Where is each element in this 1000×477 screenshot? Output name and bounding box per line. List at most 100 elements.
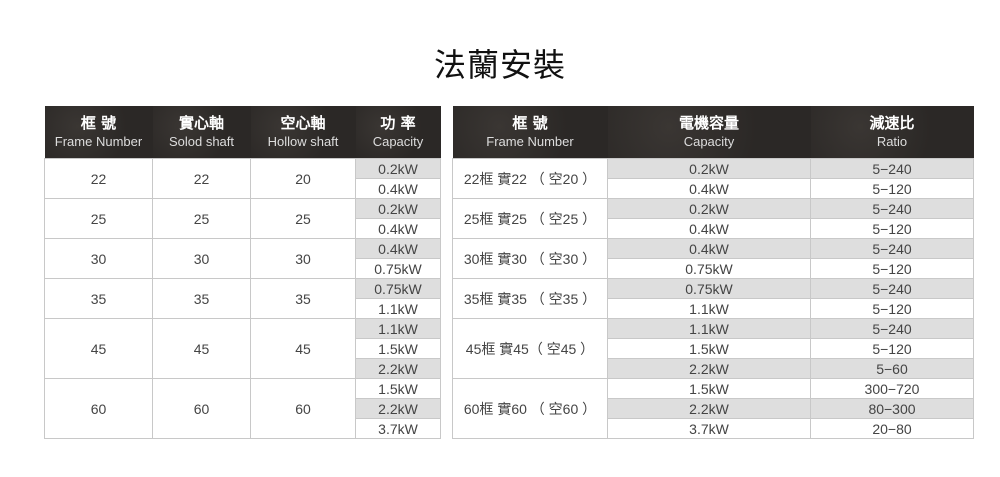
- cell-frame: 35: [44, 278, 153, 319]
- cell-ratio: 5−120: [810, 178, 974, 199]
- cell-capacity: 2.2kW: [355, 358, 441, 379]
- column-header-en: Ratio: [876, 134, 908, 149]
- cell-capacity: 2.2kW: [607, 398, 811, 419]
- column-header: 減速比 Ratio: [810, 106, 974, 159]
- cell-ratio: 5−240: [810, 158, 974, 179]
- cell-capacity: 0.4kW: [355, 178, 441, 199]
- column-header: 框 號 Frame Number: [44, 106, 153, 159]
- table-row: 2.2kW 80−300: [453, 398, 974, 419]
- cell-ratio: 20−80: [810, 418, 974, 439]
- cell-capacity: 1.5kW: [607, 378, 811, 399]
- column-header-zh: 空心軸: [280, 114, 326, 132]
- cell-ratio: 5−120: [810, 218, 974, 239]
- table-row: 35 35 35 0.75kW: [44, 278, 441, 319]
- cell-ratio: 5−120: [810, 258, 974, 279]
- page-title: 法蘭安裝: [433, 46, 566, 84]
- cell-capacity: 1.1kW: [607, 298, 811, 319]
- table-row: 30框 實30 （ 空30 ） 0.4kW 5−240: [452, 238, 974, 279]
- cell-frame: 22框 實22 （ 空20 ）: [452, 158, 608, 199]
- column-header: 電機容量 Capacity: [607, 106, 811, 159]
- table-row: 0.4kW 5−120: [453, 178, 974, 199]
- column-header-en: Solod shaft: [168, 134, 235, 149]
- cell-ratio: 300−720: [810, 378, 974, 399]
- cell-frame: 45: [44, 318, 153, 379]
- cell-ratio: 80−300: [810, 398, 974, 419]
- cell-frame: 45框 實45（ 空45 ）: [452, 318, 608, 379]
- cell-capacity: 1.5kW: [355, 338, 441, 359]
- cell-capacity: 1.5kW: [355, 378, 441, 399]
- cell-capacity: 0.2kW: [607, 158, 811, 179]
- cell-hollow: 60: [250, 378, 356, 439]
- table-row: 2.2kW 5−60: [453, 358, 974, 379]
- column-header-en: Frame Number: [54, 134, 143, 149]
- column-header-en: Capacity: [683, 134, 735, 149]
- column-header: 功 率 Capacity: [355, 106, 441, 159]
- cell-capacity: 2.2kW: [607, 358, 811, 379]
- table-row: 0.4kW 5−120: [453, 218, 974, 239]
- cell-capacity: 0.75kW: [355, 278, 441, 299]
- cell-ratio: 5−240: [810, 198, 974, 219]
- cell-frame: 25: [44, 198, 153, 239]
- cell-ratio: 5−60: [810, 358, 974, 379]
- table-row: 60 60 60 1.5kW: [44, 378, 441, 439]
- cell-capacity: 0.2kW: [607, 198, 811, 219]
- cell-ratio: 5−120: [810, 298, 974, 319]
- cell-solid: 45: [152, 318, 251, 379]
- cell-frame: 22: [44, 158, 153, 199]
- cell-capacity: 3.7kW: [607, 418, 811, 439]
- cell-solid: 30: [152, 238, 251, 279]
- cell-capacity: 0.4kW: [607, 238, 811, 259]
- cell-capacity: 0.2kW: [355, 158, 441, 179]
- cell-hollow: 30: [250, 238, 356, 279]
- table-row: 30 30 30 0.4kW: [44, 238, 441, 279]
- table-row: 60框 實60 （ 空60 ） 1.5kW 300−720: [452, 378, 974, 439]
- cell-capacity: 3.7kW: [355, 418, 441, 439]
- table-row: 1.5kW: [45, 338, 441, 359]
- cell-capacity: 1.1kW: [355, 318, 441, 339]
- flange-spec-table: 框 號 Frame Number 實心軸 Solod shaft 空心軸 Hollow s…: [44, 106, 441, 439]
- table-row: 3.7kW: [45, 418, 441, 439]
- column-header-zh: 減速比: [869, 114, 915, 132]
- column-header-zh: 實心軸: [178, 114, 224, 132]
- table-row: 3.7kW 20−80: [453, 418, 974, 439]
- cell-frame: 60框 實60 （ 空60 ）: [452, 378, 608, 439]
- table-row: 2.2kW: [45, 398, 441, 419]
- cell-solid: 25: [152, 198, 251, 239]
- ratio-spec-table: 框 號 Frame Number 電機容量 Capacity 減速比 Ratio 22框 …: [452, 106, 974, 439]
- column-header-en: Frame Number: [486, 134, 574, 149]
- table-row: 45框 實45（ 空45 ） 1.1kW 5−240: [452, 318, 974, 379]
- cell-frame: 30框 實30 （ 空30 ）: [452, 238, 608, 279]
- cell-frame: 25框 實25 （ 空25 ）: [452, 198, 608, 239]
- table-row: 1.1kW 5−120: [453, 298, 974, 319]
- cell-capacity: 0.2kW: [355, 198, 441, 219]
- cell-capacity: 1.5kW: [607, 338, 811, 359]
- header-row: 框 號 Frame Number 電機容量 Capacity 減速比 Ratio: [452, 106, 974, 159]
- column-header: 框 號 Frame Number: [452, 106, 608, 159]
- header-row: 框 號 Frame Number 實心軸 Solod shaft 空心軸 Hollow s…: [44, 106, 441, 159]
- table-row: 25框 實25 （ 空25 ） 0.2kW 5−240: [452, 198, 974, 239]
- cell-hollow: 45: [250, 318, 356, 379]
- cell-capacity: 0.4kW: [355, 218, 441, 239]
- cell-hollow: 35: [250, 278, 356, 319]
- cell-solid: 60: [152, 378, 251, 439]
- cell-capacity: 0.75kW: [607, 258, 811, 279]
- cell-ratio: 5−240: [810, 278, 974, 299]
- cell-frame: 35框 實35 （ 空35 ）: [452, 278, 608, 319]
- cell-hollow: 20: [250, 158, 356, 199]
- column-header-en: Hollow shaft: [267, 134, 339, 149]
- cell-solid: 22: [152, 158, 251, 199]
- table-row: 22 22 20 0.2kW: [44, 158, 441, 199]
- column-header-zh: 框 號: [512, 114, 548, 132]
- cell-capacity: 0.4kW: [607, 218, 811, 239]
- cell-capacity: 0.75kW: [355, 258, 441, 279]
- cell-capacity: 1.1kW: [607, 318, 811, 339]
- cell-frame: 60: [44, 378, 153, 439]
- cell-hollow: 25: [250, 198, 356, 239]
- cell-capacity: 1.1kW: [355, 298, 441, 319]
- cell-solid: 35: [152, 278, 251, 319]
- column-header-zh: 電機容量: [678, 114, 739, 132]
- table-row: 35框 實35 （ 空35 ） 0.75kW 5−240: [452, 278, 974, 319]
- table-row: 22框 實22 （ 空20 ） 0.2kW 5−240: [452, 158, 974, 199]
- cell-capacity: 0.4kW: [355, 238, 441, 259]
- cell-capacity: 0.75kW: [607, 278, 811, 299]
